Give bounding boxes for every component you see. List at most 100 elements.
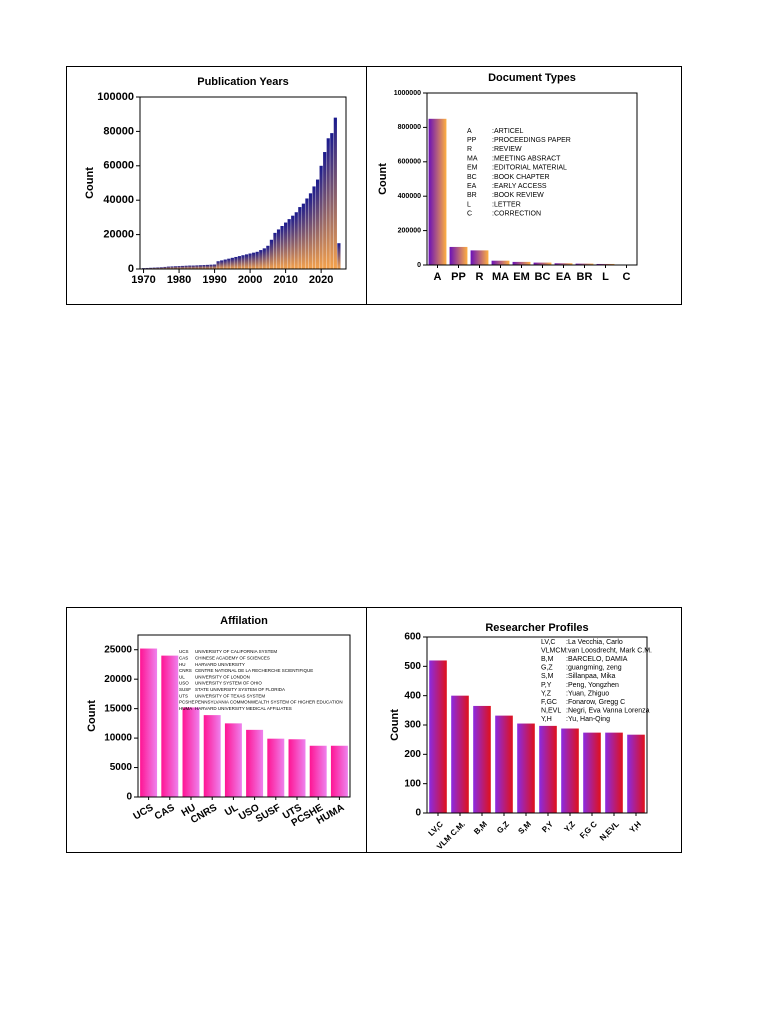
legend-name: :ARTICEL — [492, 128, 523, 135]
bar — [241, 255, 245, 269]
bar — [195, 265, 199, 269]
bar — [287, 219, 291, 269]
y-tick-label: 20000 — [104, 674, 132, 685]
bar — [451, 695, 469, 813]
bar — [152, 267, 156, 269]
chart-title: Affilation — [220, 615, 268, 627]
bar — [429, 660, 447, 813]
bar — [244, 254, 249, 269]
legend-code: R — [467, 146, 472, 153]
bar — [224, 723, 242, 797]
y-tick-label: 60000 — [103, 160, 134, 172]
y-tick-label: 400000 — [398, 193, 421, 200]
legend-name: :LETTER — [492, 201, 521, 208]
y-axis-title: Count — [86, 700, 98, 732]
legend-name: :CORRECTION — [492, 211, 541, 218]
bar — [246, 729, 264, 797]
plot-frame — [137, 634, 351, 798]
legend-code: A — [467, 128, 472, 135]
legend-code: G,Z — [541, 665, 553, 672]
legend-name: :Yu, Han-Qing — [566, 716, 610, 723]
legend-name: :Negri, Eva Vanna Lorenza — [566, 708, 650, 715]
y-axis-title: Count — [84, 167, 96, 199]
y-tick-label: 200000 — [398, 227, 421, 234]
legend-name: HARVARD UNIVERSITY — [195, 662, 245, 667]
legend-code: S,M — [541, 673, 554, 680]
y-tick-label: 600 — [404, 632, 421, 643]
legend-code: CAS — [179, 655, 188, 660]
x-tick-label: MA — [492, 271, 509, 283]
x-tick-label: 1980 — [167, 274, 191, 286]
bar — [575, 263, 594, 265]
bar — [177, 266, 181, 269]
legend-code: C — [467, 211, 472, 218]
y-tick-label: 100000 — [97, 91, 134, 103]
legend-code: P,Y — [541, 682, 552, 689]
bar — [170, 266, 174, 269]
bar — [326, 138, 330, 269]
x-tick-label: Y,H — [628, 819, 643, 834]
bar — [333, 117, 337, 269]
bar — [205, 264, 210, 269]
bar — [145, 267, 149, 269]
bar — [255, 251, 259, 269]
bar — [315, 179, 320, 269]
legend-code: UTS — [179, 693, 188, 698]
legend-name: :Sillanpaa, Mika — [566, 673, 616, 680]
bar — [288, 739, 306, 797]
legend-code: BC — [467, 174, 477, 181]
legend-code: Y,Z — [541, 690, 552, 697]
bar — [269, 239, 274, 269]
bar — [330, 745, 348, 797]
chart-title: Publication Years — [197, 76, 289, 88]
x-tick-label: EM — [513, 271, 530, 283]
bar — [161, 655, 179, 797]
y-tick-label: 100 — [404, 778, 421, 789]
legend-name: HARVARD UNIVERSITY MEDICAL AFFILIATES — [195, 706, 292, 711]
bar — [309, 745, 327, 797]
legend-code: EM — [467, 165, 478, 172]
legend-name: :BOOK REVIEW — [492, 192, 544, 199]
legend-code: Y,H — [541, 716, 552, 723]
x-tick-label: 2000 — [238, 274, 262, 286]
bar — [188, 265, 192, 269]
x-tick-label: G,Z — [495, 819, 511, 835]
x-tick-label: BR — [577, 271, 593, 283]
x-tick-label: 2020 — [309, 274, 333, 286]
y-tick-label: 400 — [404, 690, 421, 701]
legend-name: STATE UNIVERSITY SYSTEM OF FLORIDA — [195, 687, 285, 692]
x-tick-label: Y,Z — [562, 819, 577, 834]
bar — [280, 226, 284, 269]
legend-name: :BOOK CHAPTER — [492, 174, 550, 181]
y-tick-label: 300 — [404, 720, 421, 731]
bar — [216, 261, 220, 269]
y-tick-label: 20000 — [103, 229, 134, 241]
legend-code: MA — [467, 155, 478, 162]
legend-name: :Peng, Yongzhen — [566, 682, 619, 689]
legend-code: SUSF — [179, 687, 191, 692]
bar — [605, 732, 623, 813]
y-tick-label: 1000000 — [394, 90, 421, 97]
bar — [191, 265, 195, 269]
x-tick-label: 2010 — [273, 274, 297, 286]
x-tick-label: A — [434, 271, 442, 283]
bar — [159, 267, 163, 269]
top-panel — [66, 66, 682, 305]
legend-name: :EDITORIAL MATERIAL — [492, 165, 567, 172]
x-tick-label: B,M — [472, 819, 489, 836]
bar — [449, 246, 468, 265]
legend-name: :BARCELO, DAMIA — [566, 656, 628, 663]
legend-code: L — [467, 201, 471, 208]
x-tick-label: SUSF — [254, 802, 283, 825]
y-tick-label: 5000 — [110, 762, 133, 773]
bar — [491, 260, 510, 265]
bar — [259, 250, 263, 269]
y-tick-label: 600000 — [398, 159, 421, 166]
legend-name: :MEETING ABSRACT — [492, 155, 561, 162]
x-tick-label: S,M — [516, 819, 533, 836]
legend-code: LV,C — [541, 639, 555, 646]
legend-code: N,EVL — [541, 708, 561, 715]
bar — [291, 215, 295, 269]
y-tick-label: 10000 — [104, 733, 132, 744]
bar — [234, 256, 238, 269]
